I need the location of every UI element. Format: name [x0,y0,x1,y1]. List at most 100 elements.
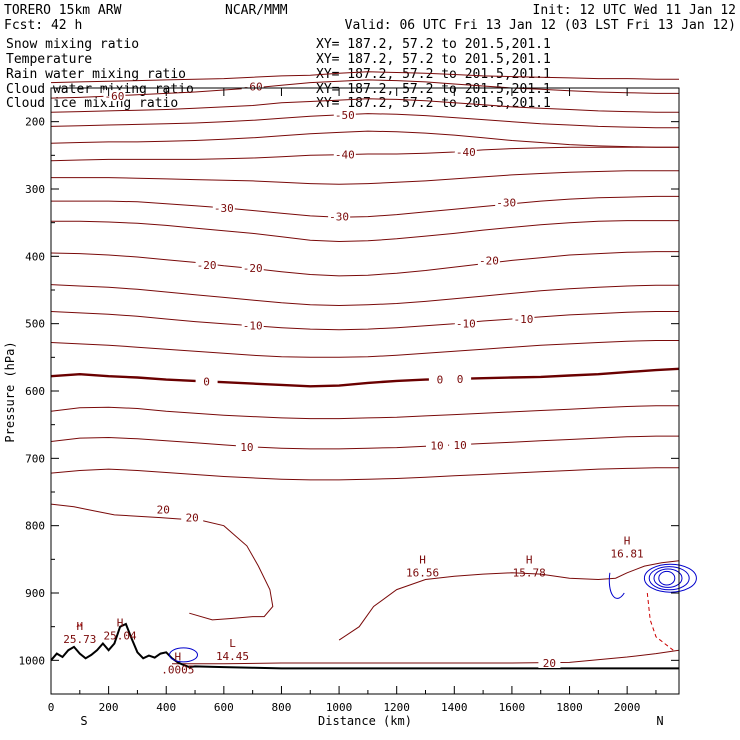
field-label-temperature: Temperature [6,52,92,67]
cloud-water-contour-west [169,647,198,663]
contour-label-bg [426,439,448,451]
isotherm-5 [50,405,679,420]
contour-label-20-1: 20 [157,504,170,517]
xsection-label-4: XY= 187.2, 57.2 to 201.5,201.1 [316,82,551,97]
contour-label-bg [333,108,356,120]
contour-label-bg [538,657,561,668]
x-tick-label-2000: 2000 [614,701,641,714]
contour-label-minus60-1: -60 [104,90,124,103]
contour-label-0-1: 0 [203,376,210,389]
rain-contour-west [76,622,84,628]
contour-label-0-2: 0 [437,374,444,387]
contour-label-minus30-1: -30 [214,202,234,215]
x-tick-label-600: 600 [214,701,234,714]
center-value-1: 25.73 [63,633,96,646]
cloud-water-contour-east-1 [643,563,697,593]
isotherm-minus-45 [50,130,679,148]
field-label-cloud-water: Cloud water mixing ratio [6,82,194,97]
contour-label-bg [333,148,356,160]
contour-label-bg [454,146,477,157]
cloud-water-contour-east-3 [653,568,683,588]
y-tick-label-700: 700 [25,452,45,465]
center-marker-h-3: H [174,650,181,663]
contour-label-bg [428,373,451,385]
isotherm-minus-10 [50,311,679,331]
contour-label-bg [195,259,218,271]
contour-label-bg [212,201,235,213]
terrain-line [50,622,679,670]
xsection-label-3: XY= 187.2, 57.2 to 201.5,201.1 [316,67,551,82]
contour-label-bg [241,319,264,331]
contour-label-bg [181,511,204,523]
isotherm-minus-35 [51,170,679,185]
contour-label-20-2: 20 [186,512,199,525]
forecast-hour: Fcst: 42 h [4,18,82,33]
contour-label-10-1: 10 [240,441,253,454]
xsection-label-2: XY= 187.2, 57.2 to 201.5,201.1 [316,52,551,67]
contour-label-minus40-1: -40 [335,149,355,162]
contour-label-10-3: 10 [453,439,466,452]
x-tick-label-1000: 1000 [326,701,353,714]
contour-label-minus10-2: -10 [456,318,476,331]
center-value-6: 15.78 [513,566,546,579]
isotherm-minus-55 [50,98,679,113]
center-value-4: 14.45 [216,650,249,663]
center-marker-h-5: H [419,553,426,566]
isotherm-20-west [50,503,274,621]
center-value-3: .0005 [161,663,194,676]
cloud-water-contour-east-4 [658,570,676,586]
model-title: TORERO 15km ARW [4,3,122,18]
center-marker-h-6: H [526,553,533,566]
contour-label-minus30-3: -30 [496,197,516,210]
contour-label-bg [449,438,472,450]
x-tick-label-0: 0 [48,701,55,714]
isotherm-minus-30 [51,195,679,218]
isotherm-minus-60 [50,79,679,99]
contour-label-10-2: 10 [430,440,443,453]
contour-label-bg [241,80,264,92]
isotherm-0 [50,367,680,388]
contour-label-minus60-2: -60 [243,81,263,94]
contour-label-bg [103,90,126,102]
x-axis: 0 200 400 600 800 1000 1200 1400 1600 1800 2000 [48,88,657,714]
y-tick-label-500: 500 [25,318,45,331]
init-time: Init: 12 UTC Wed 11 Jan 12 [533,3,737,18]
center-marker-l-4: L [229,637,236,650]
field-label-rain: Rain water mixing ratio [6,67,186,82]
contour-label-bg [477,254,500,266]
field-legend: Snow mixing ratio Temperature Rain water… [6,37,551,111]
isotherm-minus-20 [50,251,679,277]
contour-label-bg [235,440,258,452]
y-tick-label-200: 200 [25,116,45,129]
x-axis-title: Distance (km) [318,714,412,728]
x-tick-label-1600: 1600 [499,701,526,714]
contour-label-minus40-2: -40 [456,146,476,159]
center-title: NCAR/MMM [225,3,288,18]
isotherm-minus-50 [50,113,679,129]
contour-label-bg [152,503,175,515]
x-tick-label-1400: 1400 [441,701,468,714]
center-value-5: 16.56 [406,566,439,579]
contour-label-bg [495,196,518,208]
plot-area: -60 -60 -50 -40 -40 -30 -30 -30 -20 -20 -20 -10 -10 -… [50,71,697,676]
isotherm-20-east [338,560,680,641]
y-tick-label-1000: 1000 [19,654,46,667]
center-marker-h-1: H [76,620,83,633]
y-tick-label-300: 300 [25,183,45,196]
x-axis-end-label: N [656,714,663,728]
contour-label-bg [328,210,351,222]
x-tick-label-400: 400 [156,701,176,714]
x-tick-label-1200: 1200 [383,701,410,714]
isotherm-minus-65 [50,71,679,84]
center-marker-h-2: H [117,617,124,630]
field-label-cloud-ice: Cloud ice mixing ratio [6,96,178,111]
contour-label-minus20-2: -20 [243,262,263,275]
x-tick-label-200: 200 [99,701,119,714]
isotherm-minus-15 [50,284,679,307]
contour-label-20-3: 20 [543,657,556,670]
contour-label-minus10-3: -10 [513,313,533,326]
isotherm-near-surface [172,649,680,665]
x-axis-start-label: S [80,714,87,728]
